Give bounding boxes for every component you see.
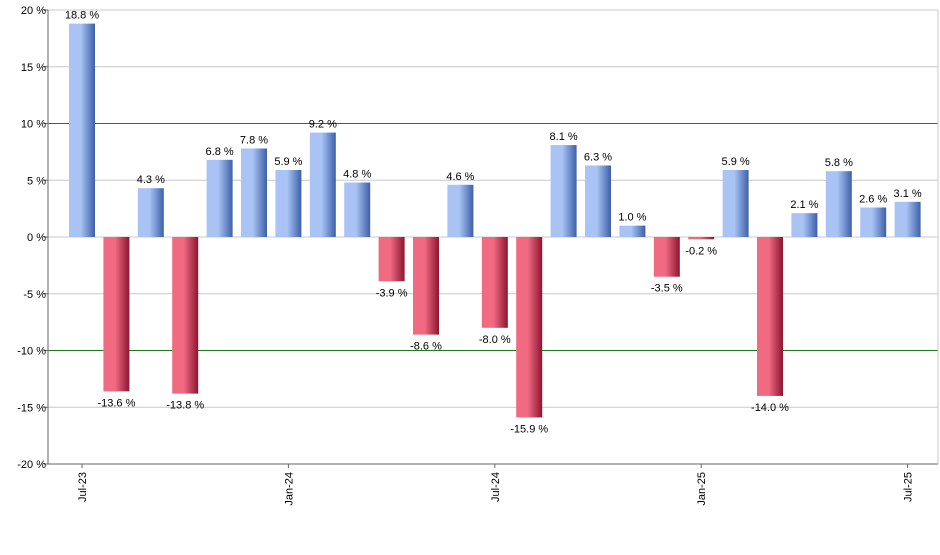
bar-positive (860, 207, 887, 237)
bar-negative (103, 237, 130, 392)
bar-negative (653, 237, 680, 277)
y-tick-label: 5 % (27, 175, 46, 187)
value-label: 4.3 % (137, 174, 165, 186)
value-label: 5.9 % (274, 156, 302, 168)
bar-positive (825, 171, 852, 237)
bar-negative (757, 237, 783, 396)
x-tick-label: Jan-25 (696, 472, 708, 506)
bar-positive (137, 188, 164, 237)
x-tick-label: Jul-23 (77, 472, 89, 502)
bar-negative (516, 237, 543, 418)
bar-negative (172, 237, 199, 394)
bar-positive (447, 184, 474, 237)
value-label: 6.8 % (206, 146, 234, 158)
axis-layer: 20 % 15 % 10 % 5 % 0 % -5 % -10 % -15 % -20 % Jul… (17, 5, 939, 506)
value-label: 4.6 % (446, 171, 474, 183)
bar-positive (69, 23, 95, 238)
y-tick-label: 10 % (21, 119, 46, 131)
y-tick-label: -10 % (17, 346, 46, 358)
value-label: -14.0 % (751, 402, 789, 414)
bar-positive (585, 165, 611, 237)
value-label: -3.9 % (376, 287, 408, 299)
value-label: 5.8 % (825, 157, 853, 169)
value-label: -3.5 % (651, 283, 683, 295)
value-label: 7.8 % (240, 134, 268, 146)
bar-positive (791, 213, 818, 237)
y-tick-label: 0 % (27, 232, 46, 244)
value-label: 8.1 % (550, 131, 578, 143)
bar-positive (206, 159, 233, 237)
value-label: 9.2 % (309, 119, 337, 131)
y-tick-label: 20 % (21, 5, 46, 17)
value-label: -8.0 % (479, 334, 511, 346)
value-label: 2.1 % (790, 199, 818, 211)
bar-negative (481, 237, 508, 328)
x-tick-label: Jul-25 (903, 472, 915, 502)
value-label: 5.9 % (722, 156, 750, 168)
bar-positive (275, 170, 302, 237)
bar-positive (894, 201, 921, 237)
value-label: -13.8 % (166, 400, 204, 412)
y-tick-label: -5 % (23, 289, 46, 301)
bar-negative (378, 237, 405, 282)
y-tick-label: -20 % (17, 459, 46, 471)
bar-positive (550, 145, 577, 237)
value-label: 4.8 % (343, 169, 371, 181)
bar-positive (241, 148, 267, 237)
bar-positive (722, 170, 749, 237)
bar-positive (309, 132, 336, 237)
y-tick-label: 15 % (21, 62, 46, 74)
value-label: -0.2 % (685, 245, 717, 257)
value-label: 1.0 % (618, 212, 646, 224)
bars-layer (69, 23, 921, 418)
y-tick-label: -15 % (17, 402, 46, 414)
bar-negative (688, 237, 715, 240)
value-label: 2.6 % (859, 193, 887, 205)
value-label: 3.1 % (894, 188, 922, 200)
value-label: -15.9 % (510, 423, 548, 435)
bar-negative (413, 237, 439, 335)
x-tick-label: Jan-24 (283, 472, 295, 506)
value-label: -13.6 % (97, 397, 135, 409)
x-tick-label: Jul-24 (490, 472, 502, 502)
value-labels-layer: 18.8 % -13.6 % 4.3 % -13.8 % 6.8 % 7.8 % 5.9 %… (65, 10, 922, 436)
value-label: 18.8 % (65, 10, 99, 22)
value-label: -8.6 % (410, 341, 442, 353)
value-label: 6.3 % (584, 151, 612, 163)
bar-positive (619, 225, 646, 237)
bar-positive (344, 182, 371, 237)
